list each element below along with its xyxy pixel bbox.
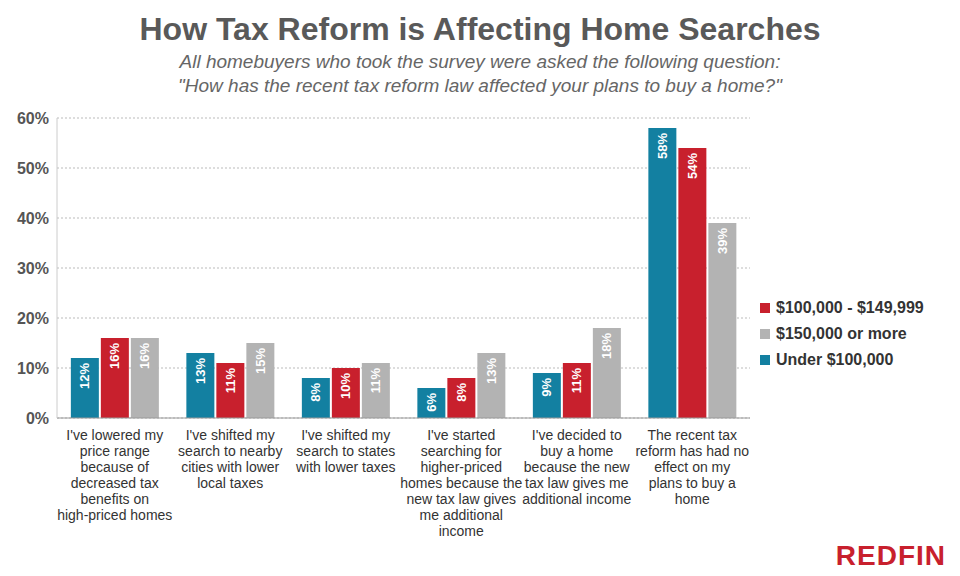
html-text:How Tax Reform is Affecting Ho: How Tax Reform is Affecting Home Searche… bbox=[139, 11, 821, 47]
svg-text:60%: 60% bbox=[17, 110, 49, 127]
svg-text:54%: 54% bbox=[685, 153, 700, 179]
html-text:$100,000 - $149,999: $100,000 - $149,999 bbox=[776, 299, 924, 316]
svg-text:8%: 8% bbox=[454, 383, 469, 402]
svg-text:39%: 39% bbox=[715, 228, 730, 254]
html-text:"How has the recent tax reform: "How has the recent tax reform law affec… bbox=[178, 75, 782, 96]
svg-text:15%: 15% bbox=[253, 348, 268, 374]
svg-text:16%: 16% bbox=[107, 343, 122, 369]
svg-text:40%: 40% bbox=[17, 210, 49, 227]
svg-text:16%: 16% bbox=[137, 343, 152, 369]
svg-text:The recent taxreform has had n: The recent taxreform has had noeffect on… bbox=[635, 427, 749, 507]
svg-text:I've startedsearching forhighe: I've startedsearching forhigher-pricedho… bbox=[400, 427, 522, 539]
svg-text:10%: 10% bbox=[17, 360, 49, 377]
svg-text:58%: 58% bbox=[655, 133, 670, 159]
svg-text:13%: 13% bbox=[484, 358, 499, 384]
svg-text:8%: 8% bbox=[308, 383, 323, 402]
html-text:All homebuyers who took the su: All homebuyers who took the survey were … bbox=[179, 51, 781, 72]
svg-text:30%: 30% bbox=[17, 260, 49, 277]
html-text:Under $100,000: Under $100,000 bbox=[776, 351, 894, 368]
svg-text:I've shifted mysearch to nearb: I've shifted mysearch to nearbycities wi… bbox=[178, 427, 282, 491]
svg-text:50%: 50% bbox=[17, 160, 49, 177]
svg-text:6%: 6% bbox=[424, 393, 439, 412]
html-text:$150,000 or more: $150,000 or more bbox=[776, 325, 907, 342]
svg-text:11%: 11% bbox=[223, 368, 238, 394]
svg-text:I've lowered myprice rangebeca: I've lowered myprice rangebecause ofdecr… bbox=[57, 427, 172, 523]
html-text:REDFIN: REDFIN bbox=[835, 540, 946, 571]
svg-text:20%: 20% bbox=[17, 310, 49, 327]
svg-text:18%: 18% bbox=[599, 333, 614, 359]
svg-text:0%: 0% bbox=[26, 410, 49, 427]
svg-text:10%: 10% bbox=[338, 373, 353, 399]
svg-text:I've decided tobuy a homebecau: I've decided tobuy a homebecause the new… bbox=[522, 427, 631, 507]
svg-text:13%: 13% bbox=[193, 358, 208, 384]
svg-text:12%: 12% bbox=[77, 363, 92, 389]
svg-text:11%: 11% bbox=[368, 368, 383, 394]
svg-text:I've shifted mysearch to state: I've shifted mysearch to stateswith lowe… bbox=[295, 427, 396, 475]
svg-text:11%: 11% bbox=[569, 368, 584, 394]
svg-text:9%: 9% bbox=[539, 378, 554, 397]
